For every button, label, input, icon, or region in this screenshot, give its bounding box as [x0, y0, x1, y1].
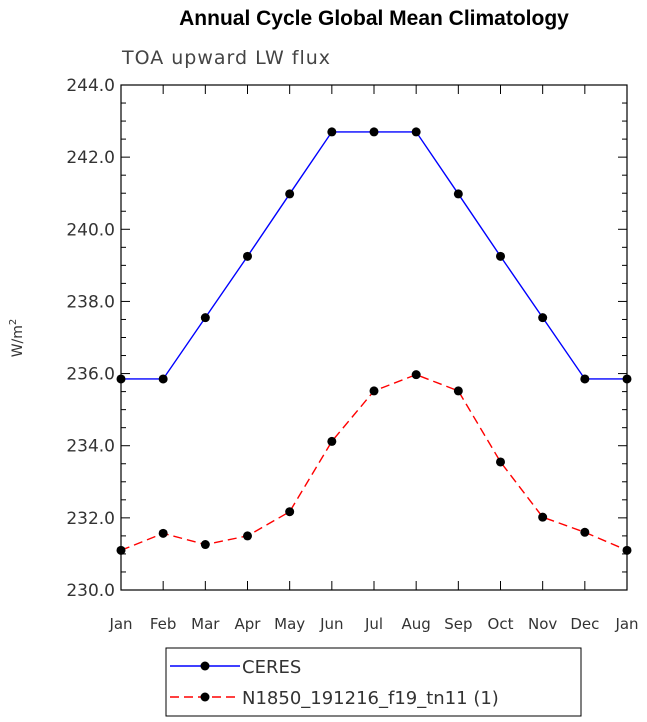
legend-items: CERES N1850_191216_f19_tn11 (1)	[170, 657, 499, 709]
data-point	[243, 251, 252, 261]
x-tick-label: Jan	[108, 615, 132, 633]
x-tick-label: Nov	[528, 615, 557, 633]
legend: CERES N1850_191216_f19_tn11 (1)	[165, 647, 582, 717]
x-tick-label: Aug	[402, 615, 431, 633]
data-point	[158, 374, 168, 384]
data-point	[369, 127, 379, 137]
chart-title: Annual Cycle Global Mean Climatology	[179, 7, 569, 30]
y-tick-label: 238.0	[66, 292, 115, 312]
data-point	[411, 127, 421, 137]
y-axis-label: W/m2	[8, 319, 26, 358]
series-line	[121, 131, 627, 380]
x-tick-label: Apr	[235, 615, 262, 633]
legend-marker	[200, 692, 210, 702]
legend-box	[165, 647, 582, 717]
y-tick-label: 236.0	[66, 365, 115, 385]
series-2	[116, 370, 632, 555]
y-tick-label: 240.0	[66, 220, 115, 240]
x-tick-label: May	[274, 615, 305, 633]
data-point	[158, 528, 168, 538]
data-point	[243, 531, 252, 541]
x-tick-label: Sep	[444, 615, 472, 633]
y-axis-label-superscript: 2	[8, 319, 19, 325]
data-point	[327, 127, 337, 137]
data-point	[453, 386, 463, 396]
legend-label: N1850_191216_f19_tn11 (1)	[242, 688, 499, 709]
data-point	[116, 545, 126, 555]
legend-marker	[200, 661, 210, 671]
data-point	[200, 540, 210, 550]
x-tick-label: Jan	[614, 615, 638, 633]
y-tick-labels: 230.0 232.0 234.0 236.0 238.0 240.0 242.0 244.0	[66, 76, 115, 601]
x-tick-label: Feb	[150, 615, 177, 633]
series-1	[116, 127, 632, 384]
x-tick-label: Oct	[488, 615, 514, 633]
data-point	[538, 313, 548, 323]
data-point	[622, 374, 632, 384]
data-point	[285, 507, 295, 517]
data-point	[116, 374, 126, 384]
data-point	[369, 386, 379, 396]
y-tick-label: 230.0	[66, 581, 115, 601]
data-point	[496, 251, 505, 261]
series-line	[120, 373, 628, 551]
y-tick-label: 232.0	[66, 509, 115, 529]
svg-text:W/m2: W/m2	[8, 319, 26, 358]
axis-ticks	[120, 84, 628, 591]
y-tick-label: 244.0	[66, 76, 115, 96]
data-point	[622, 545, 632, 555]
legend-item-1: CERES	[170, 657, 301, 678]
data-point	[538, 512, 548, 522]
data-point	[285, 189, 295, 199]
legend-item-2: N1850_191216_f19_tn11 (1)	[170, 688, 499, 709]
x-tick-label: Dec	[570, 615, 599, 633]
data-point	[453, 189, 463, 199]
data-point	[200, 313, 210, 323]
data-point	[327, 436, 337, 446]
y-tick-label: 234.0	[66, 437, 115, 457]
x-tick-labels: Jan Feb Mar Apr May Jun Jul Aug Sep Oct Nov Dec Jan	[108, 615, 638, 633]
x-tick-label: Jul	[364, 615, 383, 633]
data-point	[580, 527, 590, 537]
legend-label: CERES	[242, 657, 301, 678]
x-tick-label: Jun	[319, 615, 343, 633]
chart-subtitle: TOA upward LW flux	[121, 47, 331, 69]
y-tick-label: 242.0	[66, 148, 115, 168]
data-point	[580, 374, 590, 384]
y-axis-label-text: W/m	[10, 325, 26, 357]
plot-frame	[120, 84, 628, 591]
x-tick-label: Mar	[191, 615, 220, 633]
series-layer	[116, 127, 632, 555]
data-point	[496, 457, 505, 467]
data-point	[411, 370, 421, 380]
